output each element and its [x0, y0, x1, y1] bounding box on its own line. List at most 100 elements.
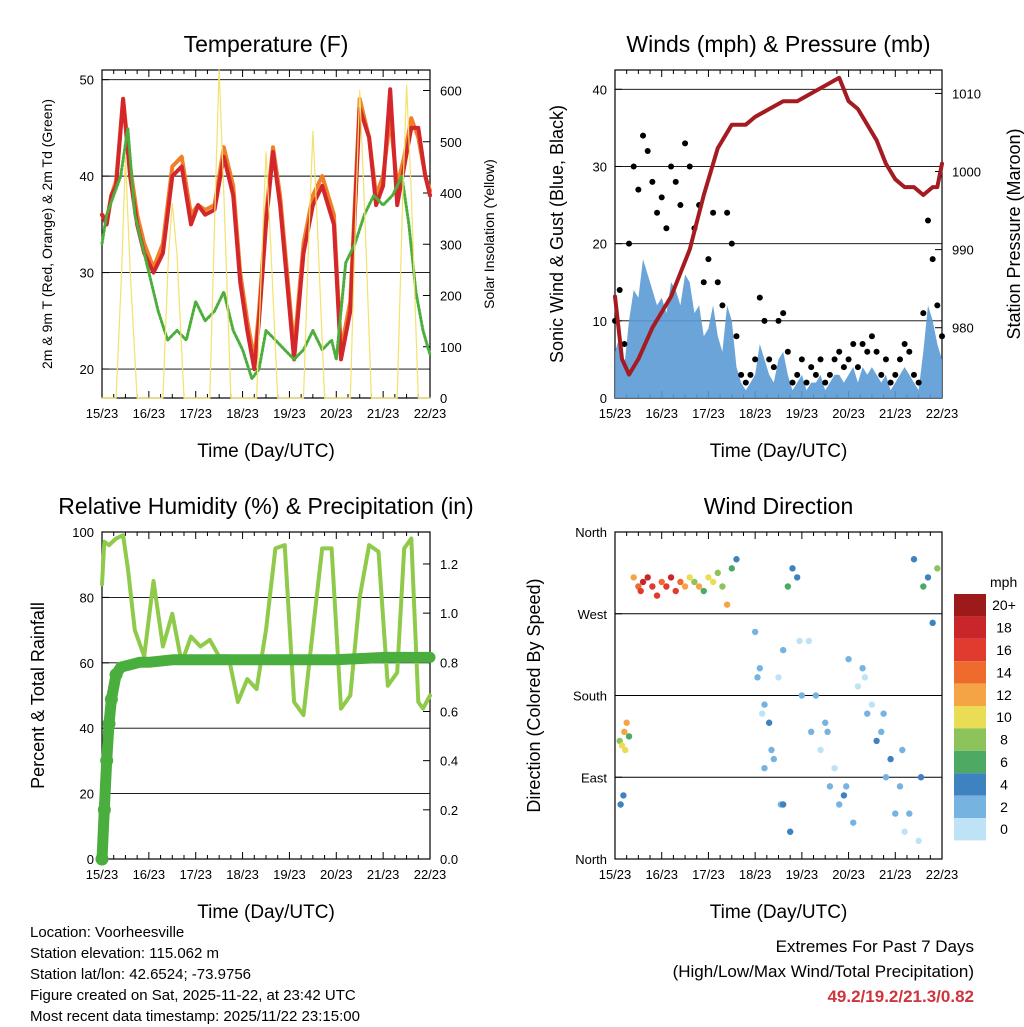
y-right-tick-label: 0.6: [440, 704, 458, 719]
y-right-axis-label: Station Pressure (Maroon): [1004, 128, 1024, 339]
y-right-tick-label: 0.0: [440, 852, 458, 867]
x-tick-label: 22/23: [926, 867, 959, 882]
y-tick-label: 80: [80, 590, 94, 605]
direction-point: [798, 692, 806, 699]
colorbar-label: 12: [996, 687, 1012, 703]
station-latlon: Station lat/lon: 42.6524; -73.9756: [30, 966, 252, 983]
y-right-tick-label: 500: [440, 135, 462, 150]
direction-point: [621, 728, 628, 736]
direction-point: [667, 574, 675, 581]
y-tick-label: North: [575, 852, 607, 867]
gust-point: [803, 379, 810, 386]
gust-point: [626, 240, 633, 247]
y-tick-label: 20: [593, 237, 607, 252]
gust-point: [817, 356, 824, 363]
gust-point: [868, 333, 875, 340]
colorbar-swatch: [954, 728, 986, 751]
y-tick-label: 40: [80, 721, 94, 736]
y-right-tick-label: 200: [440, 289, 462, 304]
station-info: Location: Voorheesville Station elevatio…: [30, 922, 360, 1027]
direction-point: [622, 746, 629, 754]
extremes-panel: Extremes For Past 7 Days (High/Low/Max W…: [673, 934, 974, 1009]
precip-point: [102, 717, 116, 731]
direction-point: [768, 746, 775, 754]
y-right-tick-label: 980: [952, 321, 974, 336]
gust-point: [859, 340, 866, 347]
direction-point: [733, 556, 740, 563]
direction-point: [705, 574, 712, 581]
y-right-axis-label: Solar Insolation (Yellow): [481, 159, 497, 309]
x-tick-label: 18/23: [226, 867, 259, 882]
colorbar-swatch: [954, 706, 986, 729]
direction-point: [808, 728, 815, 736]
direction-point: [637, 587, 644, 595]
x-tick-label: 15/23: [599, 867, 632, 882]
gust-point: [873, 348, 880, 355]
colorbar-swatch: [954, 638, 986, 662]
colorbar-swatch: [954, 594, 986, 617]
x-tick-label: 17/23: [692, 406, 725, 421]
y-axis-label: Direction (Colored By Speed): [524, 578, 544, 812]
direction-point: [880, 710, 887, 717]
direction-point: [719, 583, 726, 590]
gust-point: [826, 371, 833, 378]
x-tick-label: 21/23: [879, 406, 912, 421]
extremes-values: 49.2/19.2/21.3/0.82: [827, 987, 974, 1006]
panel-wind-direction: 15/23 16/23 17/23 18/23 19/23 20/23 21/23 22/23…: [524, 493, 1017, 923]
x-tick-label: 15/23: [599, 406, 632, 421]
direction-point: [899, 746, 906, 754]
series-relative-humidity: [100, 533, 432, 718]
precip-point: [109, 668, 123, 682]
direction-point: [758, 710, 766, 717]
x-tick-label: 16/23: [645, 406, 678, 421]
gust-point: [677, 202, 684, 209]
direction-point: [714, 569, 721, 577]
x-tick-label: 15/23: [86, 867, 119, 882]
direction-point: [686, 574, 693, 581]
gust-point: [714, 279, 721, 286]
colorbar-label: 2: [1000, 799, 1008, 815]
y-right-tick-label: 1.2: [440, 557, 458, 572]
direction-point: [784, 583, 792, 590]
direction-point: [695, 583, 703, 590]
gust-point: [668, 163, 675, 170]
direction-point: [681, 583, 689, 590]
y-right-tick-label: 600: [440, 84, 462, 99]
y-right-tick-label: 400: [440, 186, 462, 201]
gust-point: [616, 286, 623, 293]
y-tick-label: 20: [80, 787, 94, 802]
direction-point: [896, 783, 904, 790]
colorbar-label: 8: [1000, 732, 1008, 748]
y-tick-label: 20: [80, 362, 94, 377]
gust-point: [635, 186, 642, 193]
gust-point: [854, 364, 861, 371]
gust-point: [892, 371, 899, 378]
direction-point: [831, 764, 838, 772]
y-tick-label: 10: [593, 314, 607, 329]
colorbar-title: mph: [990, 574, 1017, 590]
colorbar-label: 6: [1000, 754, 1008, 770]
x-tick-label: 21/23: [367, 406, 400, 421]
direction-point: [929, 619, 936, 627]
direction-point: [623, 719, 630, 726]
gust-point: [630, 163, 637, 170]
x-tick-label: 22/23: [414, 406, 447, 421]
direction-point: [873, 737, 880, 745]
y-right-tick-label: 990: [952, 243, 974, 258]
gust-point: [654, 209, 661, 216]
gust-point: [915, 379, 922, 386]
x-tick-label: 17/23: [179, 406, 212, 421]
series-station-pressure: [613, 75, 944, 377]
direction-point: [836, 801, 843, 808]
gust-point: [822, 379, 829, 386]
x-tick-label: 16/23: [133, 406, 166, 421]
colorbar-swatch: [954, 750, 986, 774]
y-tick-label: North: [575, 525, 607, 540]
y-right-tick-label: 0.4: [440, 754, 458, 769]
colorbar-label: 0: [1000, 821, 1008, 837]
direction-point: [854, 683, 862, 690]
station-location: Location: Voorheesville: [30, 924, 185, 941]
chart-title: Temperature (F): [184, 31, 349, 57]
direction-point: [728, 565, 735, 572]
gust-point: [621, 340, 628, 347]
